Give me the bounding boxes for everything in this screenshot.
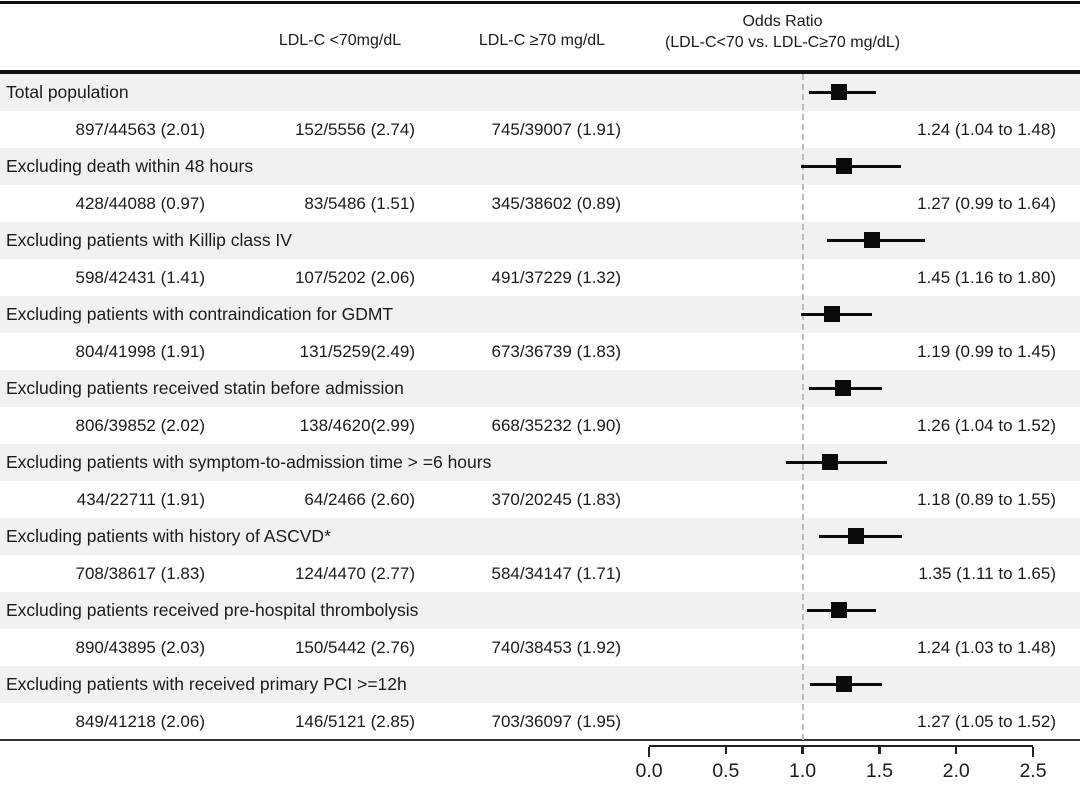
odds-ratio-value: 1.24 (1.03 to 1.48)	[917, 638, 1056, 657]
total-population-value: 428/44088 (0.97)	[75, 194, 206, 213]
odds-ratio-marker	[836, 158, 853, 174]
ldl-over-70-value: 370/20245 (1.83)	[491, 490, 622, 509]
odds-ratio-value: 1.19 (0.99 to 1.45)	[917, 342, 1056, 361]
axis-tick	[801, 747, 804, 754]
subgroup-label: Excluding patients with contraindication…	[6, 304, 394, 324]
odds-ratio-value: 1.35 (1.11 to 1.65)	[918, 564, 1056, 583]
odds-ratio-subtitle: (LDL-C<70 vs. LDL-C≥70 mg/dL)	[664, 34, 901, 51]
axis-tick	[647, 747, 651, 757]
subgroup-label: Excluding patients received pre-hospital…	[6, 600, 419, 620]
ldl-under-70-value: 152/5556 (2.74)	[294, 120, 415, 139]
ldl-over-70-value: 668/35232 (1.90)	[491, 416, 622, 435]
ldl-over-70-value: 740/38453 (1.92)	[491, 638, 622, 657]
subgroup-row: Excluding patients with symptom-to-admis…	[0, 444, 1080, 481]
total-population-value: 434/22711 (1.91)	[76, 490, 205, 509]
subgroup-values-row: 849/41218 (2.06) 146/5121 (2.85) 703/360…	[0, 703, 1080, 740]
odds-ratio-title: Odds Ratio	[742, 13, 823, 30]
odds-ratio-marker	[822, 454, 839, 470]
subgroup-label: Excluding patients with symptom-to-admis…	[6, 452, 492, 472]
ldl-over-70-value: 584/34147 (1.71)	[491, 564, 622, 583]
subgroup-row: Excluding patients with Killip class IV	[0, 222, 1080, 259]
column-header-odds-ratio: Odds Ratio (LDL-C<70 vs. LDL-C≥70 mg/dL)	[625, 11, 940, 53]
ldl-over-70-value: 491/37229 (1.32)	[491, 268, 622, 287]
ldl-under-70-value: 150/5442 (2.76)	[294, 638, 415, 657]
odds-ratio-marker	[836, 676, 853, 692]
total-population-value: 708/38617 (1.83)	[75, 564, 206, 583]
subgroup-row: Excluding death within 48 hours	[0, 148, 1080, 185]
total-population-value: 598/42431 (1.41)	[75, 268, 206, 287]
subgroup-label: Total population	[6, 82, 129, 102]
odds-ratio-value: 1.27 (1.05 to 1.52)	[917, 712, 1056, 731]
total-population-value: 804/41998 (1.91)	[75, 342, 206, 361]
odds-ratio-value: 1.24 (1.04 to 1.48)	[917, 120, 1056, 139]
subgroup-label: Excluding patients received statin befor…	[6, 378, 404, 398]
ldl-under-70-value: 138/4620(2.99)	[299, 416, 415, 435]
ldl-under-70-value: 146/5121 (2.85)	[294, 712, 415, 731]
odds-ratio-marker	[863, 232, 880, 248]
subgroup-values-row: 708/38617 (1.83) 124/4470 (2.77) 584/341…	[0, 555, 1080, 592]
ldl-under-70-value: 83/5486 (1.51)	[304, 194, 415, 213]
odds-ratio-value: 1.26 (1.04 to 1.52)	[917, 416, 1056, 435]
ldl-under-70-value: 107/5202 (2.06)	[294, 268, 415, 287]
ldl-over-70-value: 673/36739 (1.83)	[491, 342, 622, 361]
odds-ratio-value: 1.45 (1.16 to 1.80)	[917, 268, 1056, 287]
subgroup-values-row: 806/39852 (2.02) 138/4620(2.99) 668/3523…	[0, 407, 1080, 444]
subgroup-row: Excluding patients with history of ASCVD…	[0, 518, 1080, 555]
axis-tick	[878, 747, 881, 754]
axis-tick	[1031, 747, 1035, 757]
table-body: Total population 897/44563 (2.01) 152/55…	[0, 74, 1080, 740]
header-rule	[0, 70, 1080, 74]
subgroup-row: Total population	[0, 74, 1080, 111]
table-header: LDL-C <70mg/dL LDL-C ≥70 mg/dL Odds Rati…	[0, 4, 1080, 70]
subgroup-row: Excluding patients received pre-hospital…	[0, 592, 1080, 629]
axis-tick-label: 2.0	[942, 760, 970, 782]
axis-tick-label: 0.5	[712, 760, 740, 782]
subgroup-row: Excluding patients received statin befor…	[0, 370, 1080, 407]
x-axis: 0.0 0.5 1.0 1.5 2.0 2.5	[0, 742, 1080, 791]
odds-ratio-marker	[831, 602, 848, 618]
axis-tick-label: 2.5	[1019, 760, 1047, 782]
subgroup-values-row: 897/44563 (2.01) 152/5556 (2.74) 745/390…	[0, 111, 1080, 148]
subgroup-row: Excluding patients with received primary…	[0, 666, 1080, 703]
ldl-under-70-value: 131/5259(2.49)	[299, 342, 415, 361]
ldl-under-70-value: 64/2466 (2.60)	[304, 490, 415, 509]
axis-tick-label: 1.0	[789, 760, 817, 782]
column-header-ldl-over-70: LDL-C ≥70 mg/dL	[478, 32, 606, 49]
odds-ratio-value: 1.27 (0.99 to 1.64)	[917, 194, 1056, 213]
subgroup-values-row: 428/44088 (0.97) 83/5486 (1.51) 345/3860…	[0, 185, 1080, 222]
total-population-value: 897/44563 (2.01)	[75, 120, 206, 139]
total-population-value: 890/43895 (2.03)	[75, 638, 206, 657]
ldl-over-70-value: 745/39007 (1.91)	[491, 120, 622, 139]
axis-tick-label: 1.5	[865, 760, 893, 782]
axis-tick	[954, 747, 958, 754]
subgroup-values-row: 434/22711 (1.91) 64/2466 (2.60) 370/2024…	[0, 481, 1080, 518]
subgroup-values-row: 890/43895 (2.03) 150/5442 (2.76) 740/384…	[0, 629, 1080, 666]
bottom-rule	[0, 739, 1080, 741]
ldl-over-70-value: 345/38602 (0.89)	[491, 194, 622, 213]
ldl-under-70-value: 124/4470 (2.77)	[294, 564, 415, 583]
subgroup-label: Excluding death within 48 hours	[6, 156, 254, 176]
axis-tick-label: 0.0	[635, 760, 663, 782]
subgroup-label: Excluding patients with received primary…	[6, 674, 407, 694]
subgroup-values-row: 804/41998 (1.91) 131/5259(2.49) 673/3673…	[0, 333, 1080, 370]
reference-line	[801, 74, 804, 740]
axis-line	[647, 745, 1035, 757]
odds-ratio-marker	[848, 528, 865, 544]
odds-ratio-marker	[831, 84, 848, 100]
subgroup-row: Excluding patients with contraindication…	[0, 296, 1080, 333]
odds-ratio-value: 1.18 (0.89 to 1.55)	[917, 490, 1056, 509]
total-population-value: 849/41218 (2.06)	[75, 712, 206, 731]
subgroup-label: Excluding patients with history of ASCVD…	[6, 526, 331, 546]
top-rule	[0, 1, 1080, 4]
axis-tick	[724, 747, 728, 754]
column-header-ldl-under-70: LDL-C <70mg/dL	[278, 32, 402, 49]
odds-ratio-marker	[834, 380, 851, 396]
total-population-value: 806/39852 (2.02)	[75, 416, 206, 435]
ldl-over-70-value: 703/36097 (1.95)	[491, 712, 622, 731]
subgroup-values-row: 598/42431 (1.41) 107/5202 (2.06) 491/372…	[0, 259, 1080, 296]
subgroup-label: Excluding patients with Killip class IV	[6, 230, 292, 250]
odds-ratio-marker	[823, 306, 840, 322]
